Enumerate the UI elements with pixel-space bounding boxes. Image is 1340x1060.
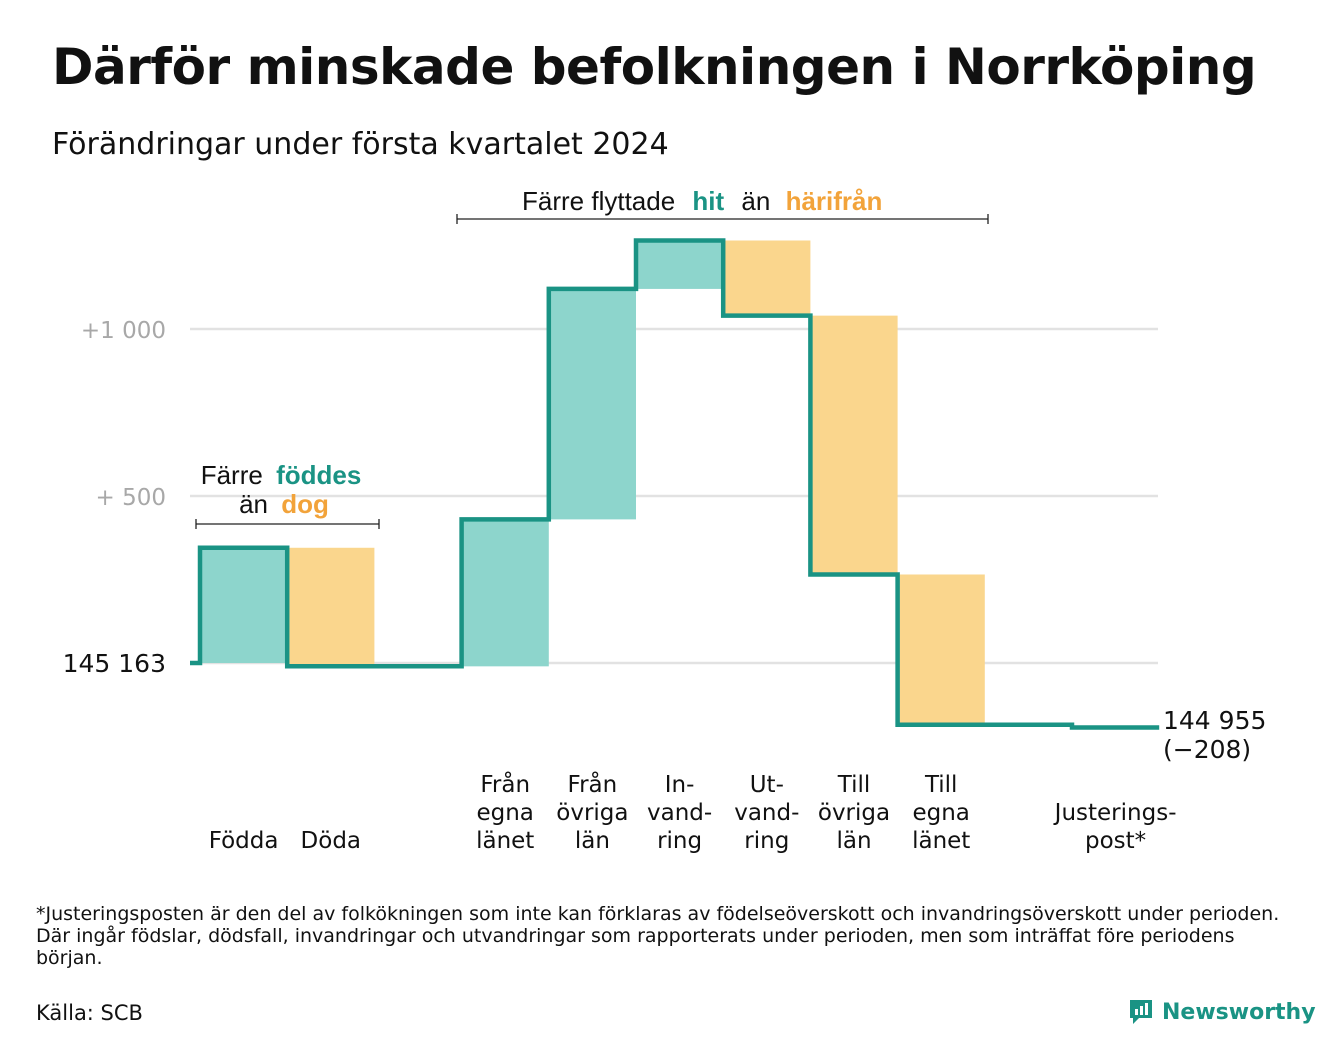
x-label: egna	[476, 800, 533, 826]
y-tick-label: + 500	[96, 485, 166, 511]
step-line	[190, 238, 1160, 730]
footnote: *Justeringsposten är den del av folkökni…	[36, 903, 1280, 969]
annotation-migration-prefix: Färre flyttade	[522, 186, 675, 216]
x-label: Från	[480, 770, 530, 798]
bar-tillegnalänet	[897, 574, 985, 725]
svg-text:Färre flyttade hit: Färre flyttade hit än härifrån	[522, 186, 882, 216]
chart-title: Därför minskade befolkningen i Norrköpin…	[52, 38, 1257, 96]
x-label: län	[575, 828, 610, 854]
annotation-births-prefix: Färre	[201, 460, 263, 490]
y-tick-label: +1 000	[81, 318, 166, 344]
bar-frånegnalänet	[461, 519, 549, 667]
births-annotation: Färre föddes än dog	[195, 460, 380, 529]
end-value: 144 955	[1163, 706, 1266, 735]
waterfall-chart: 145 163+ 500+1 000 Födda DödaFrånegnaläne…	[63, 186, 1267, 854]
x-label: Födda	[209, 828, 279, 854]
bar-utvandring	[723, 240, 811, 316]
svg-text:än dog: än dog	[239, 489, 329, 519]
x-category-labels: Födda DödaFrånegnalänetFrånövrigalänIn-va…	[209, 770, 1177, 854]
x-label: ring	[744, 828, 789, 854]
x-label: vand-	[647, 800, 712, 826]
x-label: post*	[1085, 828, 1146, 854]
x-label: Till	[924, 772, 958, 798]
x-label: In-	[665, 772, 695, 798]
x-label: Döda	[301, 828, 361, 854]
bar-invandring	[636, 240, 724, 289]
annotation-migration-harifran: härifrån	[786, 186, 883, 216]
bars	[200, 240, 985, 725]
annotation-migration-hit: hit	[692, 186, 724, 216]
brand-logo: Newsworthy	[1128, 998, 1316, 1026]
x-label: ring	[657, 828, 702, 854]
x-label: Till	[837, 772, 871, 798]
y-tick-labels: 145 163 + 500 +1 000	[63, 318, 166, 678]
y-tick-label: 145 163	[63, 649, 166, 678]
cumulative-step-line	[190, 238, 1160, 730]
migration-annotation: Färre flyttade hit än härifrån	[456, 186, 989, 224]
chart-subtitle: Förändringar under första kvartalet 2024	[52, 127, 669, 162]
x-label: Justerings-	[1053, 800, 1177, 826]
x-label: län	[836, 828, 871, 854]
annotation-migration-mid: än	[741, 186, 770, 216]
annotation-births-foddes: föddes	[276, 460, 361, 490]
x-label: vand-	[734, 800, 799, 826]
bar-tillövrigalän	[810, 315, 898, 575]
annotation-births-dog: dog	[281, 489, 329, 519]
x-label: länet	[912, 828, 970, 854]
brand-name: Newsworthy	[1162, 999, 1316, 1025]
x-label: egna	[912, 800, 969, 826]
x-label: övriga	[818, 800, 890, 826]
x-label: Ut-	[750, 772, 784, 798]
newsworthy-logo-icon	[1130, 1000, 1152, 1024]
bar-födda	[200, 547, 288, 663]
x-label: Från	[568, 770, 618, 798]
end-value-label: 144 955 (−208)	[1163, 706, 1266, 764]
end-change: (−208)	[1163, 735, 1251, 764]
source-label: Källa: SCB	[36, 1001, 143, 1025]
svg-text:Färre föddes: Färre föddes	[201, 460, 362, 490]
bar-frånövrigalän	[548, 288, 636, 520]
bar-döda	[287, 547, 375, 667]
x-label: övriga	[556, 800, 628, 826]
annotation-births-mid: än	[239, 489, 268, 519]
x-label: länet	[476, 828, 534, 854]
